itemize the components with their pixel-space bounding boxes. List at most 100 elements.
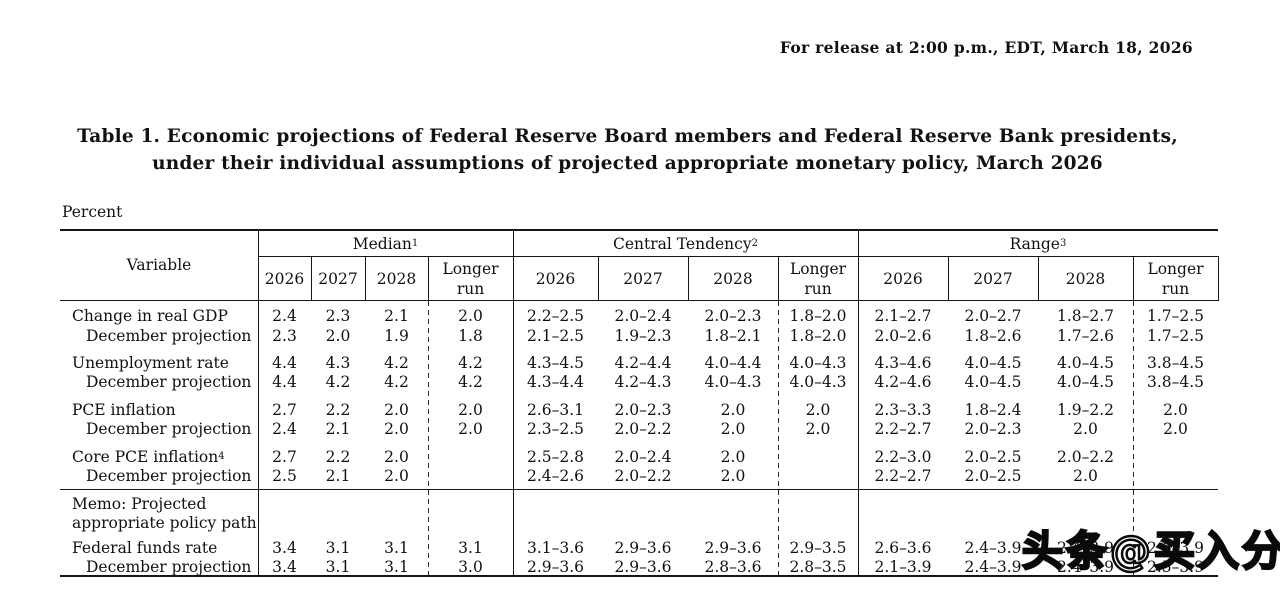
data-cell: 2.4–3.9 — [1056, 557, 1115, 576]
column-group-header: Central Tendency 2 — [613, 234, 758, 253]
data-cell: 2.0 — [720, 419, 746, 438]
row-label: Core PCE inflation 4 — [72, 447, 225, 466]
data-cell: 2.4–2.6 — [526, 466, 585, 485]
data-cell: 4.0–4.4 — [704, 353, 762, 372]
data-cell: 2.4 — [272, 306, 297, 325]
data-cell: 1.8–2.7 — [1056, 306, 1115, 325]
data-cell: 2.0 — [384, 466, 409, 485]
table-vline-header — [688, 256, 689, 301]
data-cell: 2.2–2.7 — [874, 419, 932, 438]
table-vline — [258, 229, 259, 577]
data-cell: 4.2 — [458, 353, 483, 372]
data-cell: 2.0 — [325, 326, 351, 345]
data-cell: 2.0–2.4 — [614, 306, 672, 325]
data-cell: 2.0–2.3 — [964, 419, 1022, 438]
data-cell: 2.0 — [720, 466, 746, 485]
column-year-header: 2026 — [535, 269, 576, 288]
data-cell: 2.3 — [272, 326, 297, 345]
column-year-header: Longer run — [789, 259, 847, 298]
data-cell: 2.5–3.9 — [1146, 557, 1205, 576]
data-cell: 2.0 — [805, 400, 831, 419]
table-vline — [858, 229, 859, 577]
table-vline-header — [365, 256, 366, 301]
data-cell: 2.0 — [1163, 419, 1188, 438]
data-cell: 2.9–3.6 — [614, 538, 672, 557]
data-cell: 1.9–2.2 — [1056, 400, 1115, 419]
data-cell: 2.7 — [272, 447, 297, 466]
data-cell: 2.4–3.9 — [1056, 538, 1115, 557]
column-year-header: 2027 — [973, 269, 1013, 288]
data-cell: 2.0–2.2 — [614, 419, 672, 438]
table-vline-header — [428, 256, 429, 301]
data-cell: 1.7–2.5 — [1146, 326, 1205, 345]
table-vline — [513, 229, 514, 577]
data-cell: 2.0–2.2 — [1056, 447, 1115, 466]
table-vline-header — [778, 256, 779, 301]
row-label: Change in real GDP — [72, 306, 228, 325]
data-cell: 4.2–4.4 — [614, 353, 672, 372]
row-label: December projection — [86, 419, 252, 438]
column-year-header: 2028 — [376, 269, 417, 288]
data-cell: 1.8–2.0 — [789, 326, 847, 345]
data-cell: 2.0–2.5 — [964, 466, 1022, 485]
data-cell: 2.0–2.3 — [704, 306, 762, 325]
data-cell: 2.4 — [272, 419, 297, 438]
data-cell: 2.1 — [325, 466, 351, 485]
data-cell: 2.0 — [1163, 400, 1188, 419]
data-cell: 2.0–2.6 — [874, 326, 932, 345]
data-cell: 4.3–4.4 — [526, 372, 585, 391]
data-cell: 2.0 — [805, 419, 831, 438]
data-cell: 4.2 — [458, 372, 483, 391]
data-cell: 2.0 — [720, 447, 746, 466]
data-cell: 4.3 — [325, 353, 351, 372]
data-cell: 3.1 — [325, 557, 351, 576]
column-year-header: 2028 — [713, 269, 753, 288]
data-cell: 2.1–3.9 — [874, 557, 932, 576]
data-cell: 2.1–2.5 — [526, 326, 585, 345]
data-cell: 2.1 — [325, 419, 351, 438]
data-cell: 2.0–2.5 — [964, 447, 1022, 466]
data-cell: 2.4–3.9 — [964, 538, 1022, 557]
data-cell: 2.0–2.4 — [614, 447, 672, 466]
table-rule-groups — [258, 256, 1218, 257]
table-title-line1: Table 1. Economic projections of Federal… — [77, 126, 1178, 147]
data-cell: 1.7–2.6 — [1056, 326, 1115, 345]
table-vline-header — [948, 256, 949, 301]
data-cell: 2.6–3.6 — [874, 538, 932, 557]
data-cell: 2.8–3.5 — [789, 557, 847, 576]
table-title: Table 1. Economic projections of Federal… — [20, 124, 1235, 177]
memo-label: Memo: Projected — [72, 494, 207, 513]
table-vline-dashed — [428, 301, 429, 575]
column-group-header: Range 3 — [1009, 234, 1067, 253]
data-cell: 1.8–2.1 — [704, 326, 762, 345]
data-cell: 4.0–4.5 — [964, 372, 1022, 391]
data-cell: 2.1 — [384, 306, 409, 325]
data-cell: 2.0 — [458, 400, 483, 419]
data-cell: 4.0–4.3 — [789, 372, 847, 391]
data-cell: 3.1 — [384, 557, 409, 576]
table-rule-top — [60, 229, 1218, 231]
data-cell: 2.0–2.3 — [614, 400, 672, 419]
data-cell: 2.5–2.8 — [526, 447, 585, 466]
data-cell: 4.2 — [325, 372, 351, 391]
data-cell: 2.9–3.6 — [614, 557, 672, 576]
table-vline-header — [1218, 256, 1219, 301]
data-cell: 2.5 — [272, 466, 297, 485]
data-cell: 3.1 — [325, 538, 351, 557]
data-cell: 2.0–2.7 — [964, 306, 1022, 325]
data-cell: 3.1–3.6 — [526, 538, 585, 557]
column-year-header: Longer run — [1147, 259, 1204, 298]
table-vline-header — [598, 256, 599, 301]
data-cell: 3.4 — [272, 557, 297, 576]
column-year-header: 2026 — [264, 269, 305, 288]
data-cell: 2.3 — [325, 306, 351, 325]
data-cell: 4.4 — [272, 353, 297, 372]
data-cell: 2.2–2.5 — [526, 306, 585, 325]
data-cell: 4.3–4.6 — [874, 353, 932, 372]
table-rule-header — [60, 300, 1218, 301]
data-cell: 2.0 — [1073, 466, 1098, 485]
data-cell: 3.4 — [272, 538, 297, 557]
row-label: December projection — [86, 466, 252, 485]
row-label: December projection — [86, 326, 252, 345]
